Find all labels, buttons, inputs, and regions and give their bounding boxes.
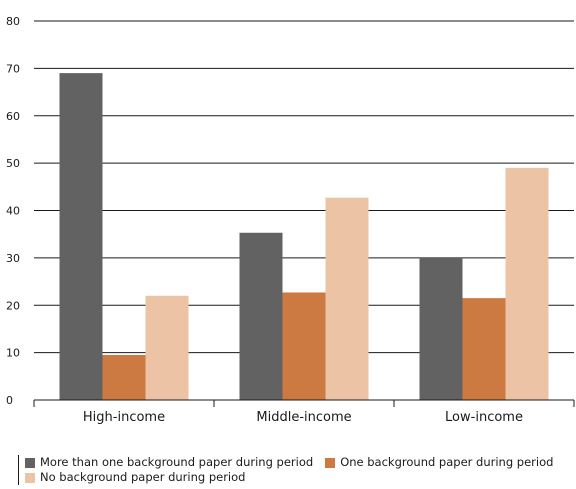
bar-middle-income-series-1 <box>282 292 326 400</box>
y-tick-label-80: 80 <box>6 15 20 28</box>
bar-low-income-series-0 <box>419 257 463 400</box>
bar-middle-income-series-0 <box>239 232 283 400</box>
bar-chart: 0 10 20 30 40 50 60 70 80 High-income Middle-inco… <box>6 15 575 425</box>
bar-low-income-series-1 <box>462 298 506 400</box>
y-tick-label-70: 70 <box>6 62 20 75</box>
legend-row-2: No background paper during period <box>25 470 574 485</box>
category-labels: High-income Middle-income Low-income <box>83 410 523 425</box>
gridlines <box>34 20 574 354</box>
bar-high-income-series-1 <box>102 354 146 400</box>
legend-swatch-one <box>325 457 336 468</box>
legend-item-one: One background paper during period <box>325 455 553 470</box>
bar-high-income-series-0 <box>59 73 103 401</box>
legend-swatch-more-than-one <box>25 457 35 468</box>
y-tick-label-30: 30 <box>6 252 20 265</box>
legend-item-none: No background paper during period <box>25 470 245 485</box>
y-tick-label-20: 20 <box>6 299 20 312</box>
legend-label-one: One background paper during period <box>340 455 554 469</box>
bar-high-income-series-2 <box>145 295 189 400</box>
legend: More than one background paper during pe… <box>18 455 574 485</box>
x-axis <box>33 399 575 407</box>
y-tick-label-60: 60 <box>6 110 20 123</box>
legend-label-more-than-one: More than one background paper during pe… <box>40 455 314 469</box>
legend-label-none: No background paper during period <box>40 470 246 484</box>
category-label-low-income: Low-income <box>445 410 523 425</box>
y-tick-label-10: 10 <box>6 347 20 360</box>
category-label-middle-income: Middle-income <box>256 410 351 425</box>
y-tick-label-50: 50 <box>6 157 20 170</box>
bar-low-income-series-2 <box>505 167 549 400</box>
legend-item-more-than-one: More than one background paper during pe… <box>25 455 313 470</box>
bar-middle-income-series-2 <box>325 197 369 400</box>
y-axis-tick-labels: 0 10 20 30 40 50 60 70 80 <box>6 15 20 407</box>
legend-swatch-none <box>25 472 35 483</box>
legend-row-1: More than one background paper during pe… <box>25 455 574 470</box>
y-tick-label-40: 40 <box>6 205 20 218</box>
bars <box>59 73 549 401</box>
y-tick-label-0: 0 <box>6 394 13 407</box>
category-label-high-income: High-income <box>83 410 165 425</box>
